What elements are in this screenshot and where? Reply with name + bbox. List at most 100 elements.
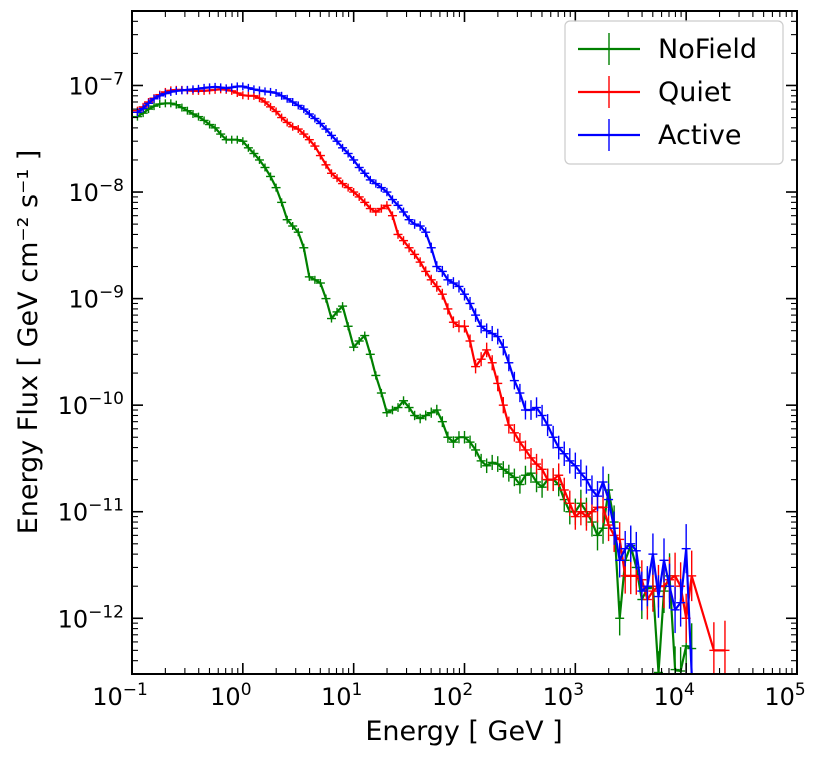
data-point [254, 86, 264, 95]
data-point [437, 288, 447, 300]
data-point [432, 281, 442, 292]
data-point [432, 261, 442, 272]
data-point [548, 468, 558, 492]
data-point [482, 458, 492, 474]
data-point [254, 94, 264, 103]
data-point [709, 622, 719, 674]
data-point [581, 465, 591, 494]
data-point [454, 280, 464, 293]
data-point [321, 294, 331, 303]
x-tick-label: 102 [432, 680, 473, 711]
data-point [437, 416, 447, 428]
data-point [193, 84, 203, 93]
data-point [382, 187, 392, 197]
data-point [421, 227, 431, 238]
data-point [310, 142, 320, 151]
data-point [537, 476, 547, 498]
data-point [182, 106, 192, 115]
data-point [371, 371, 381, 380]
data-point [648, 533, 658, 575]
series-active [132, 82, 697, 674]
data-point [238, 82, 248, 91]
data-point [460, 430, 469, 444]
y-tick-label: 10−7 [68, 69, 124, 100]
data-point [304, 272, 314, 281]
data-point [665, 563, 675, 609]
data-point [487, 325, 497, 342]
data-point [504, 354, 514, 372]
x-tick-label: 10−1 [92, 680, 148, 711]
data-point [371, 207, 381, 217]
data-point [448, 277, 458, 289]
data-point [310, 114, 320, 123]
data-point [144, 99, 154, 108]
data-point [593, 481, 603, 512]
data-point [365, 204, 375, 213]
data-point [160, 89, 170, 98]
data-point [520, 440, 530, 460]
data-point [293, 101, 303, 110]
data-point [271, 89, 281, 98]
data-point [532, 471, 542, 493]
data-point [437, 265, 447, 277]
data-point [227, 83, 237, 92]
data-point [537, 404, 547, 427]
data-point [487, 454, 497, 471]
data-point [504, 464, 514, 482]
data-point [354, 192, 364, 201]
data-point [299, 105, 309, 114]
legend-entry-active: Active [578, 119, 742, 151]
data-point [471, 308, 481, 322]
data-point [509, 371, 519, 390]
data-point [415, 413, 425, 424]
data-point [216, 130, 226, 139]
data-point [260, 163, 270, 172]
data-point [448, 436, 458, 448]
labels-layer: 10−1 100 101 102 103 104 105 10−12 10−11 10−10 10−… [58, 69, 806, 711]
data-point [532, 397, 542, 418]
legend-box [564, 20, 784, 165]
data-point [332, 137, 342, 146]
data-point [238, 137, 248, 146]
data-point [637, 571, 647, 611]
data-point [371, 179, 381, 188]
data-point [670, 586, 680, 634]
data-point [570, 452, 580, 479]
data-point [482, 323, 492, 338]
data-point [687, 550, 697, 602]
data-point [155, 91, 165, 100]
data-point [498, 396, 508, 414]
data-point [282, 118, 292, 127]
data-point [210, 123, 220, 132]
data-point [277, 113, 287, 122]
data-point [321, 160, 331, 169]
data-point [471, 359, 481, 374]
data-point [626, 525, 636, 563]
ticks-layer [131, 10, 798, 675]
x-axis-title: Energy [ GeV ] [365, 716, 562, 747]
data-point [349, 155, 359, 164]
data-point [321, 125, 331, 134]
data-point [193, 112, 203, 121]
data-point [260, 97, 270, 106]
x-tick-label: 105 [764, 680, 805, 711]
data-point [615, 543, 625, 578]
data-point [421, 266, 431, 277]
data-point [432, 404, 442, 416]
data-point [410, 249, 420, 260]
data-point [476, 453, 486, 468]
data-point [687, 648, 697, 674]
data-point [498, 461, 508, 478]
data-point [515, 432, 525, 452]
data-point [387, 211, 397, 220]
data-point [243, 143, 253, 152]
data-point [676, 578, 686, 627]
y-tick-label: 10−8 [68, 176, 124, 207]
data-point [465, 296, 475, 310]
data-point [382, 201, 392, 210]
x-tick-label: 104 [653, 680, 694, 711]
data-point [376, 388, 386, 398]
data-point [343, 322, 353, 331]
data-point [299, 130, 309, 139]
